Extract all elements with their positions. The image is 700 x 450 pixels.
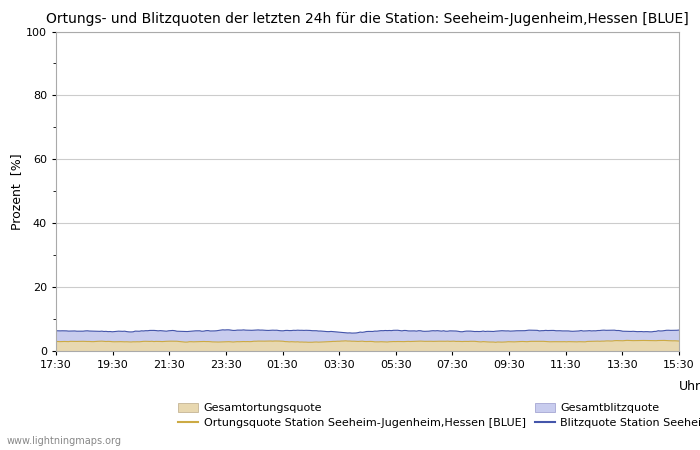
Y-axis label: Prozent  [%]: Prozent [%] bbox=[10, 153, 23, 230]
Text: www.lightningmaps.org: www.lightningmaps.org bbox=[7, 436, 122, 446]
Title: Ortungs- und Blitzquoten der letzten 24h für die Station: Seeheim-Jugenheim,Hess: Ortungs- und Blitzquoten der letzten 24h… bbox=[46, 12, 689, 26]
Legend: Gesamtortungsquote, Ortungsquote Station Seeheim-Jugenheim,Hessen [BLUE], Gesamt: Gesamtortungsquote, Ortungsquote Station… bbox=[174, 398, 700, 432]
Text: Uhrzeit: Uhrzeit bbox=[679, 380, 700, 393]
